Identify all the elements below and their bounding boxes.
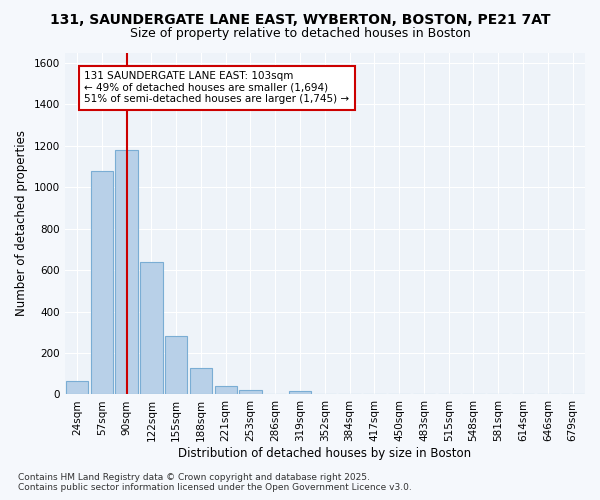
Text: Size of property relative to detached houses in Boston: Size of property relative to detached ho…	[130, 28, 470, 40]
Text: 131, SAUNDERGATE LANE EAST, WYBERTON, BOSTON, PE21 7AT: 131, SAUNDERGATE LANE EAST, WYBERTON, BO…	[50, 12, 550, 26]
Bar	[289, 392, 311, 394]
Bar	[140, 262, 163, 394]
Bar	[165, 336, 187, 394]
Bar	[239, 390, 262, 394]
Bar	[215, 386, 237, 394]
Bar	[91, 170, 113, 394]
Bar	[66, 381, 88, 394]
Text: Contains HM Land Registry data © Crown copyright and database right 2025.
Contai: Contains HM Land Registry data © Crown c…	[18, 473, 412, 492]
Bar	[115, 150, 138, 394]
Bar	[190, 368, 212, 394]
Y-axis label: Number of detached properties: Number of detached properties	[15, 130, 28, 316]
Text: 131 SAUNDERGATE LANE EAST: 103sqm
← 49% of detached houses are smaller (1,694)
5: 131 SAUNDERGATE LANE EAST: 103sqm ← 49% …	[85, 71, 350, 104]
X-axis label: Distribution of detached houses by size in Boston: Distribution of detached houses by size …	[178, 447, 472, 460]
